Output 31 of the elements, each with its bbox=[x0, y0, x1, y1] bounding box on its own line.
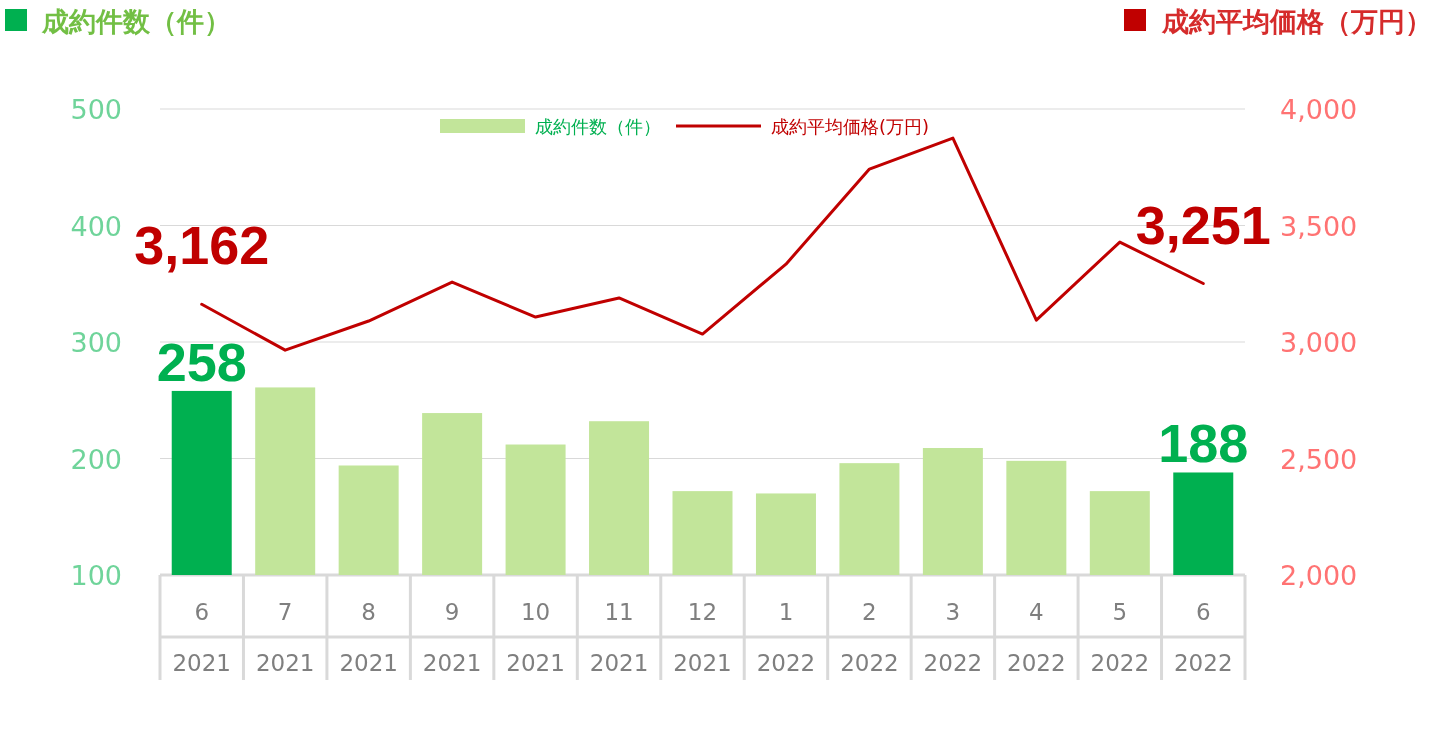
x-tick-label: 5 2022 bbox=[1090, 599, 1150, 676]
y2-tick-label: 2,500 bbox=[1280, 443, 1358, 475]
y-tick-label: 500 bbox=[70, 94, 122, 125]
y-tick-label: 100 bbox=[70, 560, 122, 591]
data-label: 3,162 bbox=[134, 215, 270, 276]
data-label: 188 bbox=[1158, 413, 1249, 474]
data-label: 3,251 bbox=[1135, 194, 1271, 255]
y2-axis-title: 成約平均価格（万円） bbox=[1161, 6, 1432, 37]
x-tick-label: 2 2022 bbox=[840, 599, 899, 676]
y-axis-title: 成約件数（件） bbox=[41, 6, 231, 37]
x-tick-label: 1 2022 bbox=[756, 599, 816, 676]
y-tick-label: 200 bbox=[70, 443, 122, 475]
y-tick-label: 400 bbox=[70, 210, 122, 242]
data-label: 258 bbox=[156, 331, 247, 392]
y2-tick-label: 2,000 bbox=[1280, 560, 1358, 591]
x-tick-label: 8 2021 bbox=[339, 599, 398, 676]
x-tick-label: 4 2022 bbox=[1007, 599, 1066, 676]
y2-tick-label: 4,000 bbox=[1280, 94, 1358, 125]
legend-label: 成約平均価格(万円) bbox=[771, 116, 930, 137]
x-tick-label: 6 2022 bbox=[1174, 599, 1233, 676]
x-tick-label: 11 2021 bbox=[589, 599, 649, 676]
x-tick-label: 7 2021 bbox=[255, 599, 315, 676]
x-tick-label: 6 2021 bbox=[172, 599, 231, 676]
legend-label: 成約件数（件） bbox=[535, 116, 661, 137]
y2-tick-label: 3,500 bbox=[1280, 210, 1358, 242]
x-tick-label: 3 2022 bbox=[923, 599, 983, 676]
x-tick-label: 10 2021 bbox=[506, 599, 565, 676]
y2-tick-label: 3,000 bbox=[1280, 327, 1358, 358]
x-tick-label: 9 2021 bbox=[422, 599, 482, 676]
x-tick-label: 12 2021 bbox=[673, 599, 732, 676]
y-tick-label: 300 bbox=[70, 327, 122, 358]
